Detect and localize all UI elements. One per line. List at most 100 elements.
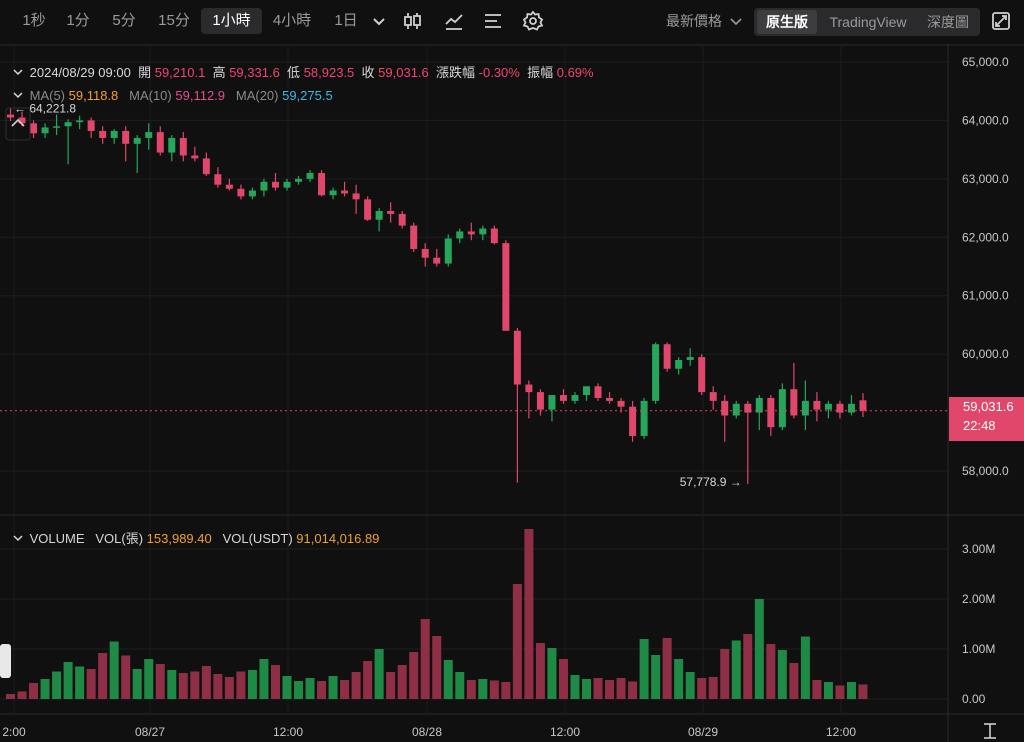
view-native-tab[interactable]: 原生版 bbox=[757, 10, 817, 34]
candle bbox=[30, 120, 38, 138]
settings-list-icon[interactable] bbox=[482, 10, 504, 32]
volume-bar bbox=[697, 678, 707, 699]
view-tradingview-tab[interactable]: TradingView bbox=[829, 14, 907, 30]
volume-bar bbox=[224, 677, 234, 699]
time-tick-label: 12:00 bbox=[273, 725, 303, 739]
candle-body bbox=[675, 359, 683, 369]
candle bbox=[87, 117, 95, 138]
candle-body bbox=[271, 181, 279, 188]
chart-area[interactable]: 65,000.0 64,000.0 63,000.0 62,000.0 61,000.0… bbox=[0, 44, 1024, 742]
volume-bar bbox=[535, 643, 545, 699]
candle-body bbox=[214, 174, 222, 185]
candle bbox=[202, 152, 210, 176]
view-depth-tab[interactable]: 深度圖 bbox=[927, 14, 969, 30]
candle bbox=[525, 380, 533, 419]
candle-body bbox=[709, 392, 717, 401]
ohlc-datetime: 2024/08/29 09:00 bbox=[29, 65, 131, 80]
volume-bar bbox=[639, 639, 649, 699]
candle bbox=[709, 386, 717, 410]
ma-collapse-chevron-icon[interactable] bbox=[12, 88, 26, 103]
volume-bar bbox=[63, 662, 73, 699]
interval-5m-button[interactable]: 5分 bbox=[112, 12, 136, 29]
candle bbox=[295, 175, 302, 185]
candle bbox=[398, 210, 406, 229]
panel-drag-handle[interactable] bbox=[0, 644, 11, 678]
candle-body bbox=[191, 155, 199, 159]
close-value: 59,031.6 bbox=[378, 65, 429, 80]
interval-15m-button[interactable]: 15分 bbox=[158, 12, 190, 29]
volume-bar bbox=[6, 694, 15, 699]
gear-icon[interactable] bbox=[522, 10, 544, 32]
volume-bar bbox=[800, 636, 810, 699]
candle-body bbox=[133, 137, 141, 144]
candle-countdown: 22:48 bbox=[963, 418, 996, 433]
volume-bar bbox=[789, 663, 799, 699]
candle-body bbox=[640, 400, 648, 436]
view-switcher: 原生版 TradingView 深度圖 bbox=[754, 8, 980, 36]
volume-bar bbox=[386, 672, 396, 699]
volume-bar bbox=[247, 670, 257, 699]
min-price-label: 57,778.9 → bbox=[680, 475, 742, 489]
candle bbox=[214, 167, 222, 188]
candle bbox=[99, 126, 107, 144]
volume-bar bbox=[29, 683, 39, 699]
candle-body bbox=[329, 190, 337, 196]
candle-body bbox=[824, 403, 832, 410]
candle-body bbox=[364, 199, 372, 220]
axis-reset-icon[interactable] bbox=[984, 723, 996, 739]
candlestick-icon[interactable] bbox=[402, 10, 424, 32]
volume-bar bbox=[512, 584, 522, 699]
toolbar: 1秒 1分 5分 15分 1小時 4小時 1日 最新價格 原生版 Trading… bbox=[0, 0, 1024, 44]
candle bbox=[836, 400, 844, 419]
candle bbox=[433, 248, 441, 267]
volume-bar bbox=[524, 529, 534, 699]
volume-bar bbox=[40, 679, 50, 699]
close-label: 收 bbox=[361, 65, 375, 80]
volume-collapse-chevron-icon[interactable] bbox=[12, 531, 26, 546]
price-tick-label: 58,000.0 bbox=[962, 464, 1009, 478]
change-value: -0.30% bbox=[478, 65, 520, 80]
interval-1d-button[interactable]: 1日 bbox=[334, 12, 358, 29]
candle bbox=[248, 187, 256, 200]
volume-bar bbox=[190, 671, 200, 699]
volume-bar bbox=[374, 649, 384, 699]
candle bbox=[652, 342, 660, 404]
candle-body bbox=[387, 210, 395, 214]
candle bbox=[145, 123, 153, 150]
candle bbox=[271, 173, 279, 191]
candle-body bbox=[87, 120, 95, 131]
price-type-select[interactable]: 最新價格 bbox=[666, 13, 722, 29]
collapse-chevron-icon[interactable] bbox=[12, 65, 26, 80]
candle-body bbox=[295, 178, 302, 182]
interval-1h-button[interactable]: 1小時 bbox=[201, 8, 262, 34]
vol-label: VOL(張) bbox=[95, 531, 144, 546]
candle bbox=[421, 243, 429, 267]
interval-1s-button[interactable]: 1秒 bbox=[22, 12, 46, 29]
candle-body bbox=[778, 389, 786, 428]
indicator-icon[interactable] bbox=[443, 10, 465, 32]
candle-body bbox=[352, 193, 360, 200]
candle-body bbox=[41, 127, 49, 134]
candle bbox=[778, 383, 786, 431]
volume-bar bbox=[685, 672, 695, 699]
candle bbox=[675, 357, 683, 375]
volume-bar bbox=[582, 679, 591, 699]
candle bbox=[53, 114, 61, 136]
candle bbox=[801, 380, 809, 431]
interval-4h-button[interactable]: 4小時 bbox=[272, 12, 312, 29]
volume-bar bbox=[616, 678, 626, 699]
candle bbox=[859, 393, 867, 418]
candle-body bbox=[110, 130, 118, 138]
candle-body bbox=[744, 403, 752, 413]
candle bbox=[410, 222, 418, 252]
candle-body bbox=[847, 403, 855, 413]
candle-body bbox=[813, 400, 821, 410]
fullscreen-icon[interactable] bbox=[990, 10, 1012, 32]
candle-body bbox=[513, 330, 521, 385]
chevron-down-icon[interactable] bbox=[368, 10, 390, 32]
scroll-up-icon[interactable] bbox=[5, 107, 31, 141]
interval-1m-button[interactable]: 1分 bbox=[66, 12, 90, 29]
price-type-chevron-icon[interactable] bbox=[728, 10, 750, 32]
candle-body bbox=[559, 395, 567, 401]
candle-body bbox=[18, 117, 26, 124]
